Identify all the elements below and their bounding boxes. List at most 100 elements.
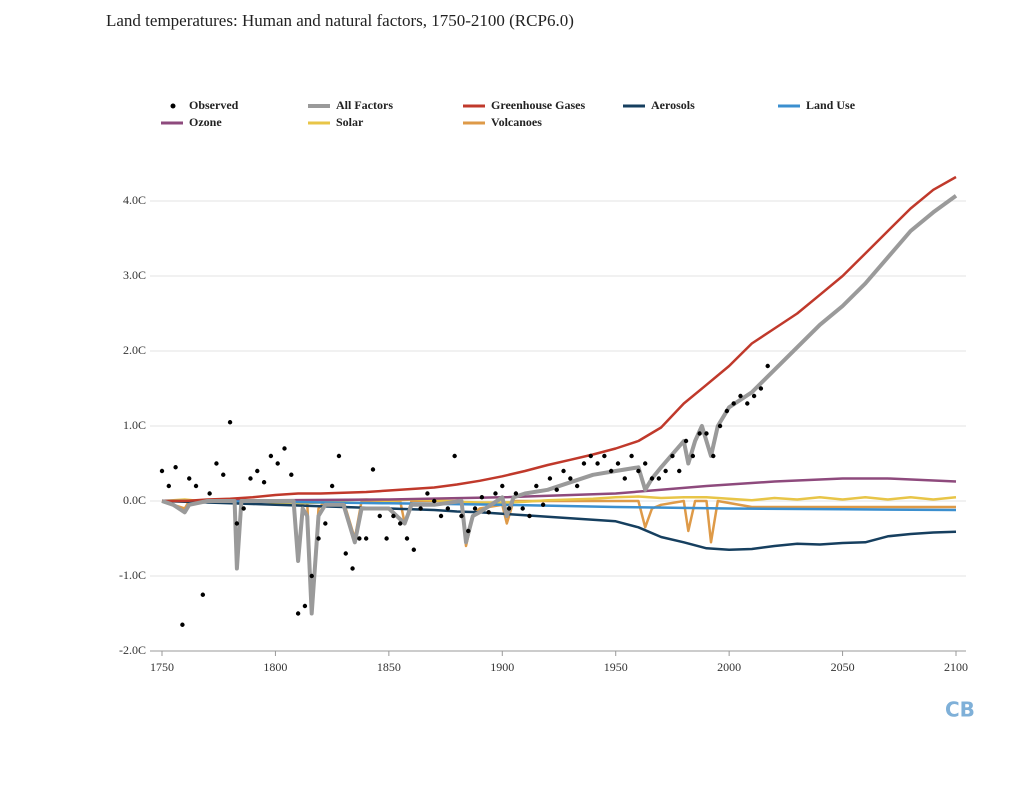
x-tick-label: 2000 [717, 660, 741, 674]
observed-point [636, 468, 641, 474]
observed-point [282, 446, 287, 451]
observed-point [173, 465, 178, 470]
logo: CB [945, 698, 975, 722]
observed-point [547, 476, 553, 481]
observed-point [404, 536, 410, 541]
observed-point [255, 468, 260, 474]
observed-point [316, 536, 321, 541]
observed-point [418, 506, 423, 511]
observed-point [323, 521, 328, 526]
observed-point [738, 393, 743, 399]
x-tick-label: 1750 [150, 660, 174, 674]
observed-point [445, 506, 451, 511]
observed-point [370, 467, 376, 472]
observed-point [561, 468, 566, 474]
observed-point [731, 401, 736, 406]
observed-point [193, 483, 199, 489]
observed-point [574, 483, 580, 489]
chart-title: Land temperatures: Human and natural fac… [106, 11, 574, 30]
observed-point [261, 480, 267, 485]
observed-point [527, 513, 532, 519]
observed-point [663, 468, 668, 474]
observed-point [159, 468, 165, 474]
x-tick-label: 1900 [490, 660, 514, 674]
observed-point [493, 491, 498, 496]
observed-point [343, 551, 348, 556]
observed-point [513, 491, 519, 496]
x-tick-label: 2050 [831, 660, 855, 674]
series-line [161, 477, 957, 503]
observed-point [717, 423, 723, 429]
observed-point [234, 521, 240, 526]
observed-point [704, 431, 709, 436]
observed-point [466, 528, 471, 534]
observed-point [384, 536, 389, 541]
x-tick-label: 1800 [263, 660, 287, 674]
legend-label: Solar [336, 115, 364, 129]
observed-point [588, 453, 593, 459]
observed-point [363, 536, 369, 541]
y-tick-label: -2.0C [119, 643, 146, 657]
observed-point [479, 495, 485, 500]
observed-point [241, 506, 246, 511]
observed-point [472, 506, 478, 511]
observed-point [745, 401, 750, 406]
y-tick-label: 2.0C [123, 343, 146, 357]
x-tick-label: 1950 [604, 660, 628, 674]
y-tick-label: -1.0C [119, 568, 146, 582]
legend-label: Greenhouse Gases [491, 98, 585, 112]
observed-point [295, 611, 301, 616]
observed-point [568, 476, 573, 481]
observed-point [275, 461, 280, 466]
observed-point [329, 483, 335, 489]
observed-point [690, 453, 696, 459]
x-tick-label: 1850 [377, 660, 401, 674]
series-line [162, 175, 957, 503]
observed-point [622, 476, 627, 481]
legend-label: Observed [189, 98, 239, 112]
observed-point [180, 622, 185, 627]
observed-point [534, 483, 539, 489]
observed-point [350, 566, 355, 571]
observed-point [649, 476, 655, 481]
observed-point [506, 506, 512, 511]
observed-point [595, 461, 600, 466]
observed-point [438, 513, 444, 519]
y-tick-label: 3.0C [123, 268, 146, 282]
series-line [161, 194, 958, 616]
observed-point [391, 513, 396, 519]
observed-point [554, 487, 559, 492]
observed-point [268, 453, 274, 459]
observed-point [309, 573, 314, 579]
observed-point [683, 438, 689, 444]
y-tick-label: 0.0C [123, 493, 146, 507]
observed-point [724, 408, 730, 414]
observed-point [221, 472, 226, 477]
legend-label: Ozone [189, 115, 222, 129]
observed-point [302, 603, 308, 609]
observed-point [643, 461, 648, 466]
observed-point [751, 393, 757, 399]
x-tick-label: 2100 [944, 660, 968, 674]
observed-point [500, 483, 505, 489]
observed-point [670, 453, 675, 459]
observed-point [697, 431, 702, 436]
legend-label: All Factors [336, 98, 393, 112]
observed-point [459, 513, 464, 519]
legend-label: Volcanoes [491, 115, 542, 129]
observed-point [187, 476, 192, 481]
observed-point [581, 461, 587, 466]
observed-point [357, 536, 362, 541]
legend-label: Land Use [806, 98, 856, 112]
observed-point [377, 513, 382, 519]
observed-point [398, 521, 403, 526]
observed-point [452, 453, 457, 459]
observed-point [656, 476, 662, 481]
observed-point [629, 453, 634, 459]
observed-point [540, 502, 546, 507]
observed-point [227, 420, 233, 425]
observed-point [289, 472, 294, 477]
y-tick-label: 4.0C [123, 193, 146, 207]
observed-point [200, 592, 206, 597]
